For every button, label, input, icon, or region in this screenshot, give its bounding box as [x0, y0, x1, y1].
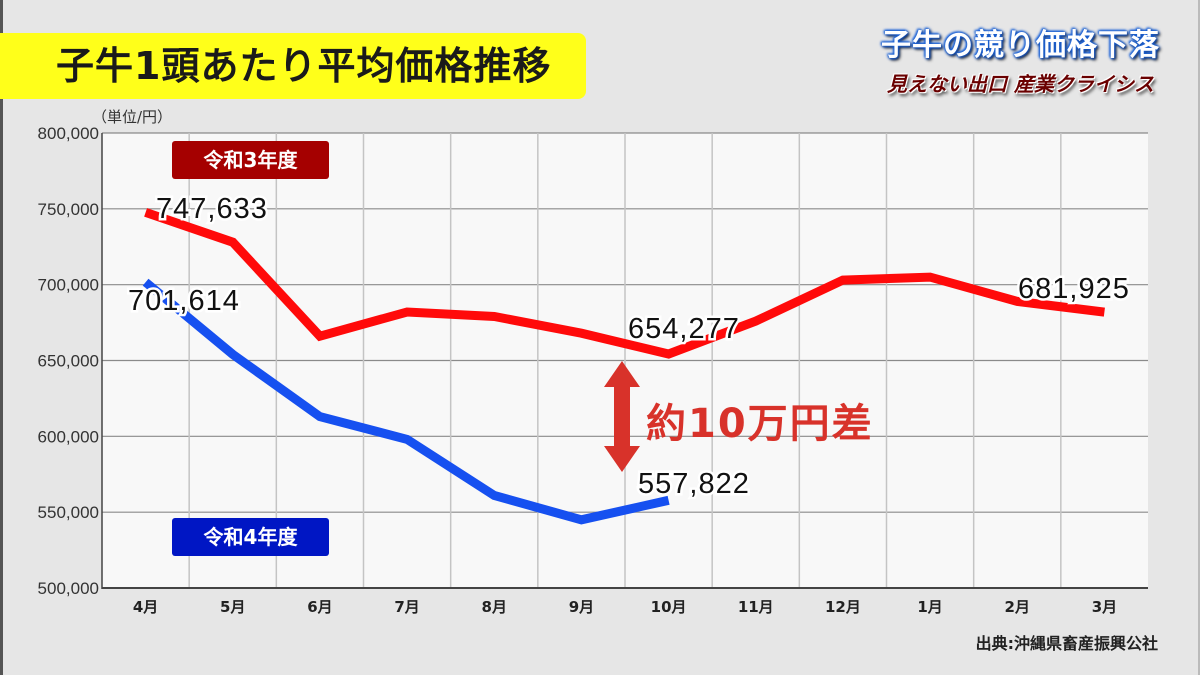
series-line-r3	[144, 208, 1105, 359]
corner-caption-title: 子牛の競り価格下落	[881, 28, 1160, 63]
svg-text:3月: 3月	[1092, 598, 1117, 616]
value-label-r3-oct: 654,277	[628, 313, 740, 345]
value-label-r3-start: 747,633	[156, 193, 268, 225]
difference-annotation: 約10万円差	[646, 401, 874, 447]
svg-text:700,000: 700,000	[38, 276, 99, 295]
svg-text:11月: 11月	[738, 598, 774, 616]
series-line-r4	[142, 278, 670, 525]
value-label-r4-start: 701,614	[128, 285, 240, 317]
svg-text:10月: 10月	[651, 598, 687, 616]
chart-title: 子牛1頭あたり平均価格推移	[56, 44, 552, 88]
svg-text:4月: 4月	[133, 598, 158, 616]
svg-text:6月: 6月	[307, 598, 332, 616]
svg-text:12月: 12月	[825, 598, 861, 616]
svg-text:1月: 1月	[917, 598, 942, 616]
svg-text:650,000: 650,000	[38, 352, 99, 371]
title-banner	[0, 33, 586, 99]
frame-left-border	[0, 0, 3, 675]
svg-text:7月: 7月	[394, 598, 419, 616]
svg-text:8月: 8月	[482, 598, 507, 616]
unit-label: （単位/円）	[92, 108, 173, 126]
legend-r3-badge: 令和3年度	[172, 141, 329, 179]
source-credit: 出典:沖縄県畜産振興公社	[975, 634, 1158, 653]
svg-text:2月: 2月	[1005, 598, 1030, 616]
x-axis-ticks: 4月 5月 6月 7月 8月 9月 10月 11月 12月 1月 2月 3月	[133, 598, 1117, 616]
svg-text:550,000: 550,000	[38, 503, 99, 522]
svg-text:9月: 9月	[569, 598, 594, 616]
corner-caption-subtitle: 見えない出口 産業クライシス	[887, 72, 1154, 96]
value-label-r3-end: 681,925	[1018, 273, 1130, 305]
svg-text:750,000: 750,000	[38, 200, 99, 219]
svg-text:5月: 5月	[220, 598, 245, 616]
value-label-r4-oct: 557,822	[638, 468, 750, 500]
legend-r4-badge: 令和4年度	[172, 518, 329, 556]
svg-text:800,000: 800,000	[38, 124, 99, 143]
y-axis-ticks: 500,000 550,000 600,000 650,000 700,000 750,0…	[38, 124, 99, 598]
frame-right-border	[1198, 0, 1200, 675]
svg-text:500,000: 500,000	[38, 579, 99, 598]
svg-text:600,000: 600,000	[38, 427, 99, 446]
double-arrow-icon	[604, 361, 640, 472]
